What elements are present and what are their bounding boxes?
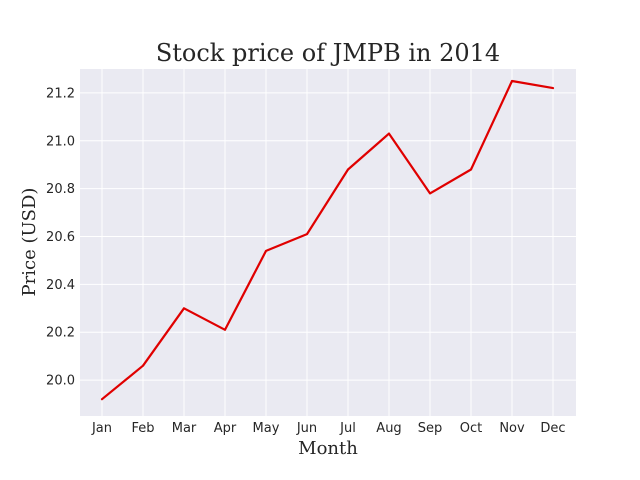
plot-area	[80, 69, 576, 416]
x-axis-label: Month	[298, 438, 358, 459]
y-axis: 20.0 20.2 20.4 20.6 20.8 21.0 21.2	[46, 86, 75, 388]
series-layer	[100, 79, 555, 401]
y-tick-label: 20.8	[46, 182, 75, 197]
x-tick-label: Oct	[460, 421, 482, 436]
y-tick-label: 21.0	[46, 134, 75, 149]
x-tick-label: Feb	[131, 421, 154, 436]
x-tick-label: May	[253, 421, 280, 436]
y-tick-label: 20.6	[46, 230, 75, 245]
x-tick-label: Sep	[418, 421, 443, 436]
x-axis: Jan Feb Mar Apr May Jun Jul Aug Sep Oct Nov Dec	[91, 421, 566, 436]
series-line	[100, 79, 555, 401]
y-tick-label: 21.2	[46, 86, 75, 101]
x-tick-label: Apr	[214, 421, 237, 436]
x-tick-label: Jun	[296, 421, 317, 436]
x-tick-label: Jan	[91, 421, 112, 436]
x-tick-label: Dec	[540, 421, 565, 436]
y-tick-label: 20.2	[46, 326, 75, 341]
x-tick-label: Mar	[172, 421, 197, 436]
x-tick-label: Nov	[499, 421, 525, 436]
x-tick-label: Aug	[376, 421, 401, 436]
x-tick-label: Jul	[339, 421, 356, 436]
y-axis-label: Price (USD)	[19, 188, 40, 297]
y-tick-label: 20.4	[46, 278, 75, 293]
chart-title: Stock price of JMPB in 2014	[156, 39, 500, 67]
grid	[80, 69, 576, 416]
y-tick-label: 20.0	[46, 374, 75, 389]
